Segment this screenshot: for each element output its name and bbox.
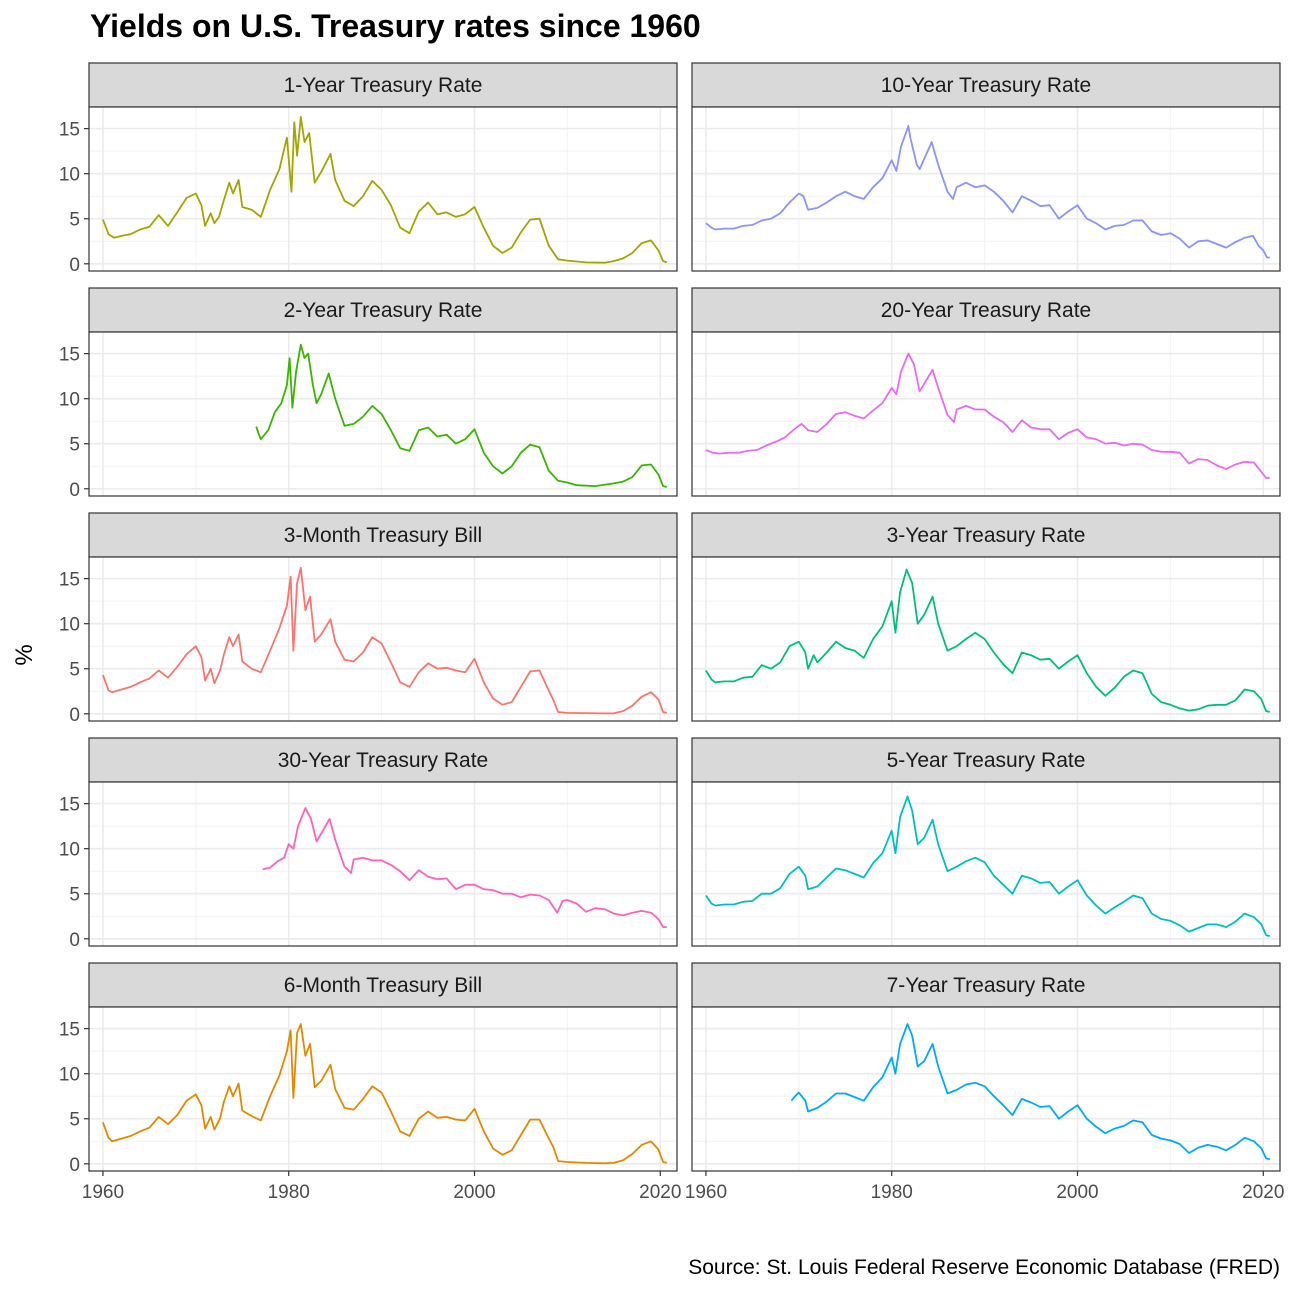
y-tick-label: 5: [69, 435, 80, 456]
facet-strip-label: 7-Year Treasury Rate: [887, 974, 1086, 997]
panel-border: [88, 106, 678, 272]
facet-panel: 5-Year Treasury Rate: [691, 737, 1281, 947]
facet-strip: [88, 62, 678, 108]
panel-background: [89, 107, 677, 271]
facet-strip-label: 30-Year Treasury Rate: [278, 749, 489, 772]
facet-strip: [88, 512, 678, 558]
y-tick-label: 5: [69, 1110, 80, 1131]
y-tick-label: 15: [59, 345, 80, 366]
y-tick-label: 10: [59, 840, 80, 861]
y-tick-label: 0: [69, 705, 80, 726]
facet-panel: 3-Month Treasury Bill 0 5 10 15: [59, 512, 678, 726]
x-tick-label: 1960: [82, 1182, 124, 1203]
panel-border: [88, 556, 678, 722]
x-tick-label: 1980: [871, 1182, 913, 1203]
panel-background: [692, 557, 1280, 721]
x-tick-label: 2000: [453, 1182, 495, 1203]
panel-background: [89, 332, 677, 496]
y-tick-label: 15: [59, 120, 80, 141]
series-line: [790, 1023, 1271, 1161]
y-tick-label: 10: [59, 165, 80, 186]
panel-background: [89, 557, 677, 721]
series-line: [705, 568, 1271, 713]
facet-strip: [691, 62, 1281, 108]
x-tick-label: 1980: [268, 1182, 310, 1203]
x-tick-label: 2020: [1242, 1182, 1284, 1203]
facet-strip-label: 10-Year Treasury Rate: [881, 74, 1092, 97]
panel-border: [691, 106, 1281, 272]
facet-strip: [88, 962, 678, 1008]
panel-background: [692, 332, 1280, 496]
facet-panel: 6-Month Treasury Bill 0 5 10 15 1960 1980 2000 2…: [59, 962, 681, 1203]
series-line: [705, 352, 1270, 479]
facet-panel: 30-Year Treasury Rate 0 5 10 15: [59, 737, 678, 951]
series-line: [255, 343, 668, 488]
facet-panel: 7-Year Treasury Rate 1960 1980 2000 2020: [685, 962, 1284, 1203]
facet-strip: [691, 512, 1281, 558]
chart-title: Yields on U.S. Treasury rates since 1960: [90, 8, 701, 44]
y-tick-label: 0: [69, 1155, 80, 1176]
facet-panel: 1-Year Treasury Rate 0 5 10 15: [59, 62, 678, 276]
panel-border: [88, 781, 678, 947]
y-tick-label: 5: [69, 210, 80, 231]
facet-strip-label: 2-Year Treasury Rate: [284, 299, 483, 322]
facet-panel: 2-Year Treasury Rate 0 5 10 15: [59, 287, 678, 501]
panel-background: [89, 1007, 677, 1171]
series-line: [102, 116, 668, 264]
y-tick-label: 10: [59, 1065, 80, 1086]
facet-strip: [88, 287, 678, 333]
series-line: [705, 125, 1270, 259]
facet-strip: [691, 962, 1281, 1008]
facet-panel: 3-Year Treasury Rate: [691, 512, 1281, 722]
facet-strip-label: 6-Month Treasury Bill: [284, 974, 482, 997]
facet-strip: [691, 287, 1281, 333]
facet-strip-label: 5-Year Treasury Rate: [887, 749, 1086, 772]
x-tick-label: 2020: [639, 1182, 681, 1203]
x-tick-label: 1960: [685, 1182, 727, 1203]
y-tick-label: 15: [59, 570, 80, 591]
panel-border: [691, 331, 1281, 497]
x-tick-label: 2000: [1056, 1182, 1098, 1203]
facet-panel: 20-Year Treasury Rate: [691, 287, 1281, 497]
facet-strip-label: 20-Year Treasury Rate: [881, 299, 1092, 322]
facet-strip-label: 3-Year Treasury Rate: [887, 524, 1086, 547]
panel-border: [691, 556, 1281, 722]
facet-strip-label: 1-Year Treasury Rate: [284, 74, 483, 97]
series-line: [262, 807, 667, 928]
y-tick-label: 15: [59, 795, 80, 816]
y-tick-label: 10: [59, 615, 80, 636]
panel-background: [692, 107, 1280, 271]
chart-caption: Source: St. Louis Federal Reserve Econom…: [688, 1256, 1280, 1279]
y-tick-label: 0: [69, 255, 80, 276]
facet-strip-label: 3-Month Treasury Bill: [284, 524, 482, 547]
y-tick-label: 5: [69, 660, 80, 681]
facet-panel: 10-Year Treasury Rate: [691, 62, 1281, 272]
series-line: [102, 1023, 668, 1165]
y-tick-label: 5: [69, 885, 80, 906]
panel-border: [88, 331, 678, 497]
y-tick-label: 0: [69, 480, 80, 501]
y-tick-label: 10: [59, 390, 80, 411]
series-line: [102, 566, 668, 715]
panel-border: [88, 1006, 678, 1172]
y-tick-label: 15: [59, 1020, 80, 1041]
panel-border: [691, 1006, 1281, 1172]
panel-background: [89, 782, 677, 946]
panel-border: [691, 781, 1281, 947]
y-tick-label: 0: [69, 930, 80, 951]
series-line: [705, 795, 1271, 937]
